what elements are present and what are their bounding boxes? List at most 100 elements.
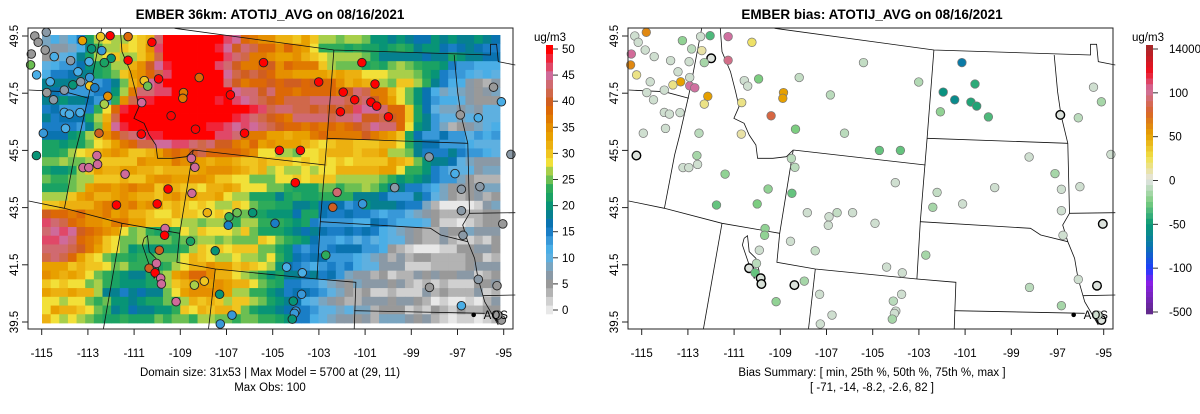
grid-cell bbox=[413, 78, 423, 88]
grid-cell bbox=[180, 270, 190, 280]
grid-cell bbox=[430, 122, 440, 132]
grid-cell bbox=[275, 87, 285, 97]
colorbar-bin bbox=[1146, 179, 1153, 186]
grid-cell bbox=[223, 148, 233, 158]
grid-cell bbox=[137, 305, 147, 315]
grid-cell bbox=[301, 61, 311, 71]
station-obs-marker bbox=[75, 107, 85, 118]
colorbar-tick-label: 30 bbox=[562, 148, 575, 160]
station-bias-marker bbox=[870, 218, 880, 228]
grid-cell bbox=[249, 235, 259, 245]
grid-cell bbox=[353, 61, 363, 71]
grid-cell bbox=[439, 35, 449, 45]
grid-cell bbox=[361, 279, 371, 289]
grid-cell bbox=[258, 87, 268, 97]
grid-cell bbox=[448, 279, 458, 289]
y-tick-label: 39.5 bbox=[609, 311, 621, 333]
grid-cell bbox=[180, 148, 190, 158]
grid-cell bbox=[137, 61, 147, 71]
grid-cell bbox=[67, 288, 77, 298]
grid-cell bbox=[283, 296, 293, 306]
grid-cell bbox=[387, 279, 397, 289]
grid-cell bbox=[292, 192, 302, 202]
grid-cell bbox=[465, 113, 475, 123]
grid-cell bbox=[370, 113, 380, 123]
grid-cell bbox=[404, 296, 414, 306]
grid-cell bbox=[335, 183, 345, 193]
grid-cell bbox=[258, 305, 268, 315]
grid-cell bbox=[42, 192, 52, 202]
grid-cell bbox=[283, 227, 293, 237]
grid-cell bbox=[223, 183, 233, 193]
grid-cell bbox=[353, 244, 363, 254]
grid-cell bbox=[301, 131, 311, 141]
grid-cell bbox=[387, 104, 397, 114]
station-bias-marker bbox=[638, 128, 648, 138]
grid-cell bbox=[413, 270, 423, 280]
x-axis: -115 -113 -111 -109 -107 -105 -103 -101 -99 -97 -9… bbox=[631, 329, 1112, 360]
grid-cell bbox=[240, 288, 250, 298]
grid-cell bbox=[275, 131, 285, 141]
grid-cell bbox=[197, 305, 207, 315]
grid-cell bbox=[76, 244, 86, 254]
grid-cell bbox=[491, 192, 501, 202]
grid-cell bbox=[327, 244, 337, 254]
station-bias-marker bbox=[839, 128, 850, 138]
grid-cell bbox=[456, 61, 466, 71]
grid-cell bbox=[439, 200, 449, 210]
grid-cell bbox=[465, 244, 475, 254]
grid-cell bbox=[206, 61, 216, 71]
grid-cell bbox=[482, 139, 492, 149]
plot-frame bbox=[27, 27, 514, 330]
grid-cell bbox=[171, 78, 181, 88]
grid-cell bbox=[76, 122, 86, 132]
station-bias-marker bbox=[890, 178, 900, 188]
station-obs-marker bbox=[295, 145, 306, 156]
grid-cell bbox=[128, 131, 138, 141]
grid-cell bbox=[344, 139, 354, 149]
state-border-line bbox=[327, 137, 468, 144]
state-border-line bbox=[628, 200, 780, 234]
grid-cell bbox=[439, 288, 449, 298]
grid-cell bbox=[171, 69, 181, 80]
grid-cell bbox=[318, 35, 328, 45]
grid-cell bbox=[465, 235, 475, 245]
grid-cell bbox=[249, 305, 259, 315]
colorbar-bin bbox=[546, 97, 553, 107]
bias-panel: EMBER bias: ATOTIJ_AVG on 08/16/2021 AQS… bbox=[609, 7, 1200, 394]
grid-cell bbox=[266, 270, 276, 280]
grid-cell bbox=[171, 270, 181, 280]
grid-cell bbox=[439, 148, 449, 158]
grid-cell bbox=[396, 296, 406, 306]
grid-cell bbox=[456, 78, 466, 88]
grid-cell bbox=[232, 279, 242, 289]
grid-cell bbox=[474, 314, 484, 324]
grid-cell bbox=[430, 131, 440, 141]
station-obs-marker bbox=[287, 314, 298, 324]
grid-cell bbox=[223, 43, 233, 53]
grid-cell bbox=[370, 270, 380, 280]
grid-cell bbox=[474, 122, 484, 132]
station-bias-marker bbox=[752, 199, 762, 209]
grid-cell bbox=[214, 61, 224, 71]
grid-cell bbox=[275, 174, 285, 184]
grid-cell bbox=[76, 61, 86, 71]
station-obs-marker bbox=[290, 177, 301, 188]
grid-cell bbox=[266, 78, 276, 88]
station-bias-marker bbox=[881, 262, 892, 272]
grid-cell bbox=[491, 52, 501, 62]
grid-cell bbox=[465, 165, 475, 176]
x-tick-label: -115 bbox=[31, 348, 53, 360]
grid-cell bbox=[119, 183, 129, 193]
grid-cell bbox=[318, 157, 328, 167]
grid-cell bbox=[206, 104, 216, 114]
plot-frame bbox=[627, 27, 1114, 330]
station-obs-marker bbox=[247, 207, 258, 218]
grid-cell bbox=[111, 288, 121, 298]
grid-cell bbox=[162, 314, 173, 324]
grid-cell bbox=[145, 296, 155, 306]
station-obs-marker bbox=[154, 245, 165, 255]
grid-cell bbox=[214, 183, 224, 193]
grid-cell bbox=[465, 43, 475, 53]
grid-cell bbox=[482, 183, 492, 193]
